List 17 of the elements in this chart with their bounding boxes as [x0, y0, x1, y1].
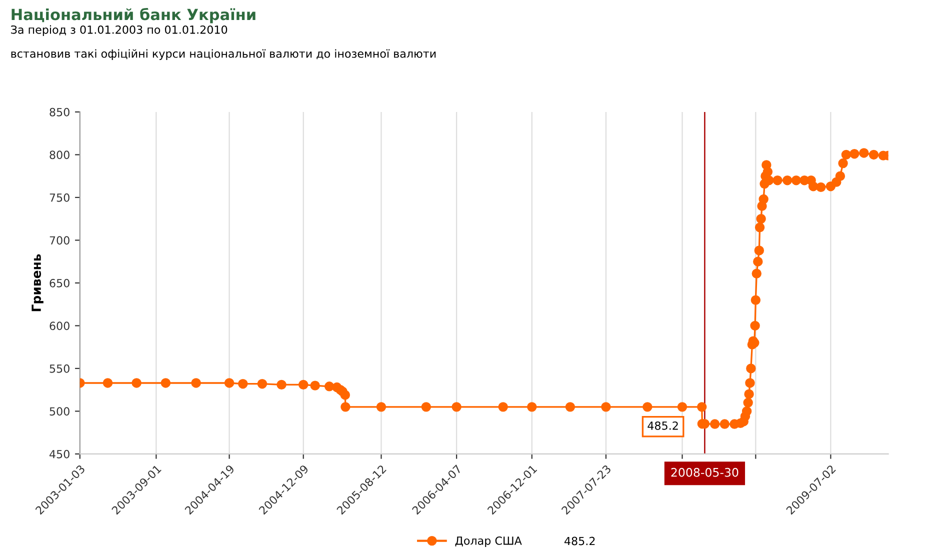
y-tick-label: 700	[50, 236, 70, 245]
y-tick-label: 750	[50, 193, 70, 202]
chart-title: Національний банк України	[12, 8, 256, 24]
y-tick-label: 650	[50, 278, 70, 288]
chart-subtitle: За період з 01.01.2003 по 01.01.2010	[11, 25, 228, 36]
text: 485.2	[564, 536, 595, 546]
y-tick-label: 850	[50, 108, 70, 116]
ref-line-label: 2008-05-30	[671, 468, 738, 477]
text: встановив такі офіційні курси національної валюти до іноземної валюти	[11, 49, 436, 60]
y-tick-label: 450	[50, 450, 70, 458]
annotation: 485.2	[648, 421, 678, 430]
y-axis-title: Гривень	[32, 254, 44, 312]
y-tick-label: 550	[50, 364, 70, 373]
legend-label: Долар США	[455, 536, 522, 547]
y-tick-label: 600	[50, 322, 70, 330]
y-tick-label: 800	[50, 150, 70, 160]
y-tick-label: 500	[50, 407, 70, 416]
